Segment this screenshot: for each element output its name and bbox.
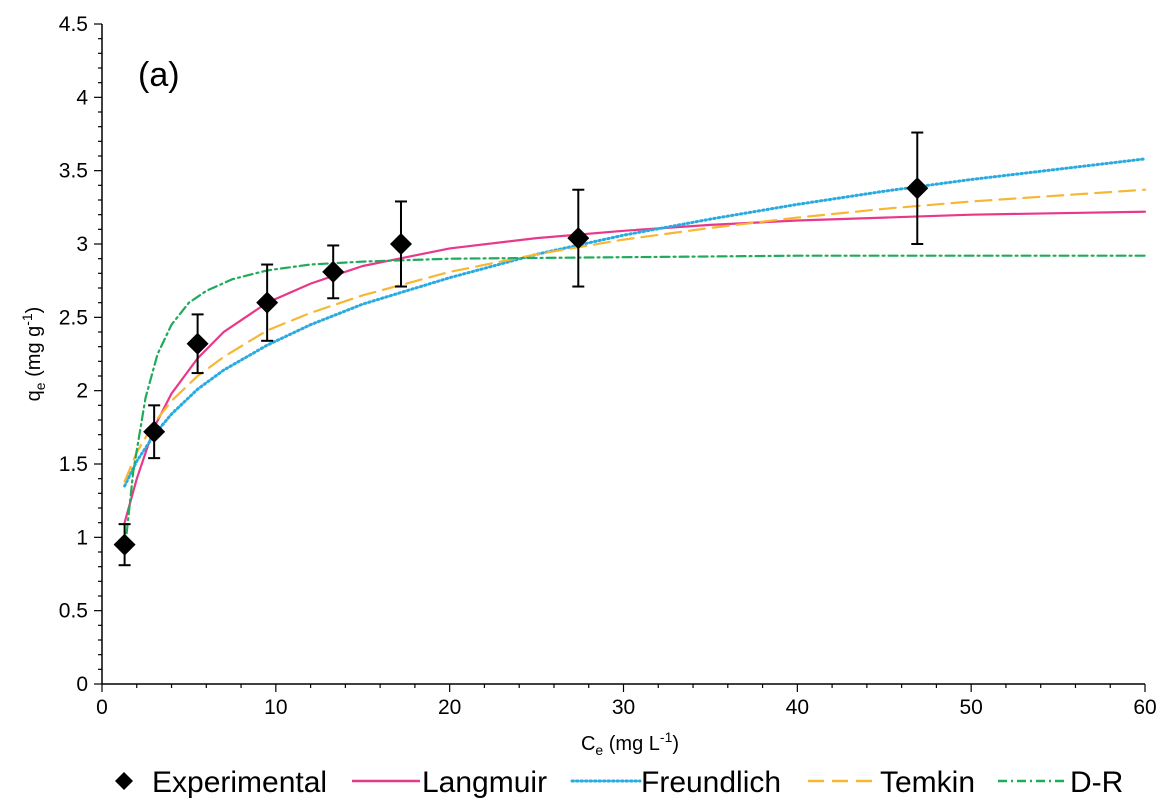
legend-label-experimental: Experimental xyxy=(152,766,327,799)
y-tick-label: 4 xyxy=(76,86,88,109)
y-tick-label: 2 xyxy=(76,380,88,403)
x-tick-label: 20 xyxy=(438,696,461,719)
x-axis-title: Ce (mg L-1) xyxy=(581,729,679,758)
legend-label-freundlich: Freundlich xyxy=(641,766,781,799)
panel-annotation: (a) xyxy=(138,56,180,94)
legend-item-temkin: Temkin xyxy=(808,766,975,799)
x-tick-label: 10 xyxy=(264,696,287,719)
x-tick-label: 50 xyxy=(959,696,982,719)
y-tick-label: 3.5 xyxy=(59,160,88,183)
experimental-points xyxy=(113,131,929,567)
legend-item-experimental: Experimental xyxy=(115,766,327,799)
y-tick-label: 1 xyxy=(76,526,88,549)
y-tick-label: 1.5 xyxy=(59,453,88,476)
x-tick-label: 60 xyxy=(1133,696,1156,719)
curve-d-r xyxy=(123,254,1147,554)
legend-label-temkin: Temkin xyxy=(880,766,975,799)
fitted-curves xyxy=(123,157,1147,554)
y-tick-label: 4.5 xyxy=(59,13,88,36)
legend-label-dr: D-R xyxy=(1070,766,1123,799)
experimental-point xyxy=(256,291,279,314)
legend-label-langmuir: Langmuir xyxy=(422,766,547,799)
curve-temkin xyxy=(123,188,1147,483)
x-tick-label: 0 xyxy=(96,696,108,719)
experimental-point xyxy=(113,533,136,556)
x-tick-label: 30 xyxy=(612,696,635,719)
y-axis-title: qe (mg g-1) xyxy=(19,307,48,402)
y-tick-label: 2.5 xyxy=(59,306,88,329)
axes: 0 10 20 30 40 50 60 0 0.5 1 1.5 2 2.5 3 3.5 4 4.5 xyxy=(59,13,1157,719)
x-tick-label: 40 xyxy=(786,696,809,719)
legend-item-freundlich: Freundlich xyxy=(570,766,781,799)
curve-freundlich xyxy=(123,157,1147,488)
legend-item-langmuir: Langmuir xyxy=(352,766,547,799)
legend-marker-experimental xyxy=(115,772,133,790)
experimental-point xyxy=(186,332,209,355)
experimental-point xyxy=(389,233,412,255)
curve-langmuir xyxy=(123,210,1147,524)
legend: Experimental Langmuir Freundlich Temkin … xyxy=(115,766,1123,799)
y-tick-label: 0.5 xyxy=(59,600,88,623)
y-tick-label: 0 xyxy=(76,673,88,696)
legend-item-dr: D-R xyxy=(998,766,1123,799)
experimental-point xyxy=(143,420,166,443)
experimental-point xyxy=(322,260,345,283)
experimental-point xyxy=(906,177,929,200)
y-tick-label: 3 xyxy=(76,233,88,256)
experimental-point xyxy=(567,227,590,250)
